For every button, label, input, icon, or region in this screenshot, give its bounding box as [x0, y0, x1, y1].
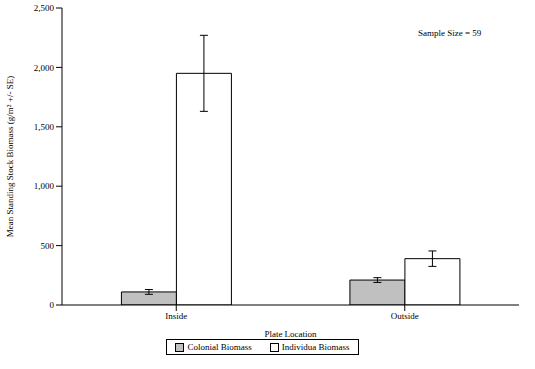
svg-text:Plate Location: Plate Location	[264, 329, 317, 339]
svg-text:0: 0	[50, 300, 55, 310]
svg-text:Mean Standing Stock Biomass (g: Mean Standing Stock Biomass (g/m² +/- SE…	[8, 76, 15, 237]
svg-text:Outside: Outside	[391, 311, 419, 321]
svg-text:1,000: 1,000	[34, 181, 55, 191]
svg-text:500: 500	[41, 241, 55, 251]
html-text:Colonial Biomass: Colonial Biomass	[187, 342, 252, 352]
svg-text:2,500: 2,500	[34, 3, 55, 13]
svg-text:2,000: 2,000	[34, 63, 55, 73]
html-text:Individua Biomass: Individua Biomass	[281, 342, 350, 352]
html-text:Sample Size = 59: Sample Size = 59	[418, 28, 482, 38]
svg-text:1,500: 1,500	[34, 122, 55, 132]
svg-text:Inside: Inside	[165, 311, 187, 321]
